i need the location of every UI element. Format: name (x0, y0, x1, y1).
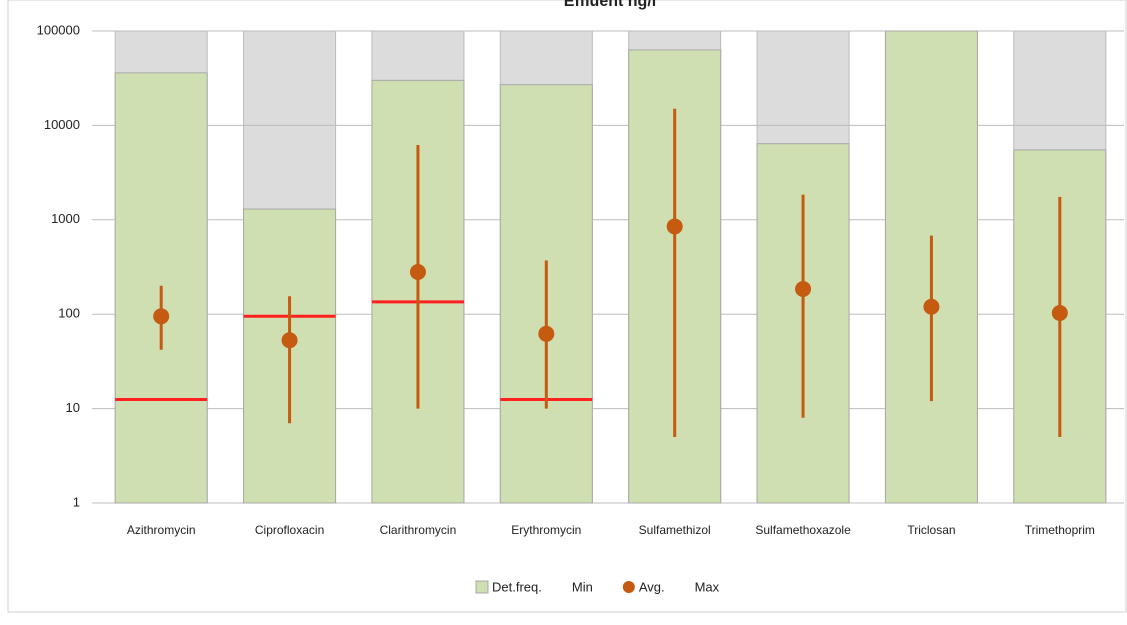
x-tick-label: Clarithromycin (380, 523, 457, 537)
avg-marker (666, 218, 683, 235)
legend-label: Max (695, 579, 720, 594)
legend-label: Det.freq. (492, 579, 542, 594)
y-tick-label: 100000 (37, 22, 80, 37)
x-tick-label: Triclosan (907, 523, 955, 537)
x-tick-label: Erythromycin (511, 523, 581, 537)
x-tick-label: Azithromycin (127, 523, 196, 537)
y-tick-label: 10000 (44, 117, 80, 132)
y-tick-label: 1000 (51, 211, 80, 226)
x-tick-label: Ciprofloxacin (255, 523, 324, 537)
chart-title: Effluent ng/l (564, 0, 656, 10)
avg-marker (281, 332, 298, 349)
avg-marker (795, 280, 812, 297)
y-tick-label: 1 (73, 494, 80, 509)
x-tick-label: Sulfamethizol (639, 523, 711, 537)
avg-marker (923, 298, 940, 315)
avg-marker (409, 263, 426, 280)
legend-swatch (475, 580, 489, 594)
legend-label: Min (572, 579, 593, 594)
avg-marker (153, 308, 170, 325)
avg-marker (538, 325, 555, 342)
legend-swatch (622, 581, 635, 593)
y-tick-label: 100 (58, 306, 80, 321)
x-tick-label: Sulfamethoxazole (755, 523, 851, 537)
legend-label: Avg. (639, 579, 665, 594)
y-tick-label: 10 (66, 400, 80, 415)
avg-marker (1051, 304, 1068, 321)
x-tick-label: Trimethoprim (1025, 523, 1095, 537)
